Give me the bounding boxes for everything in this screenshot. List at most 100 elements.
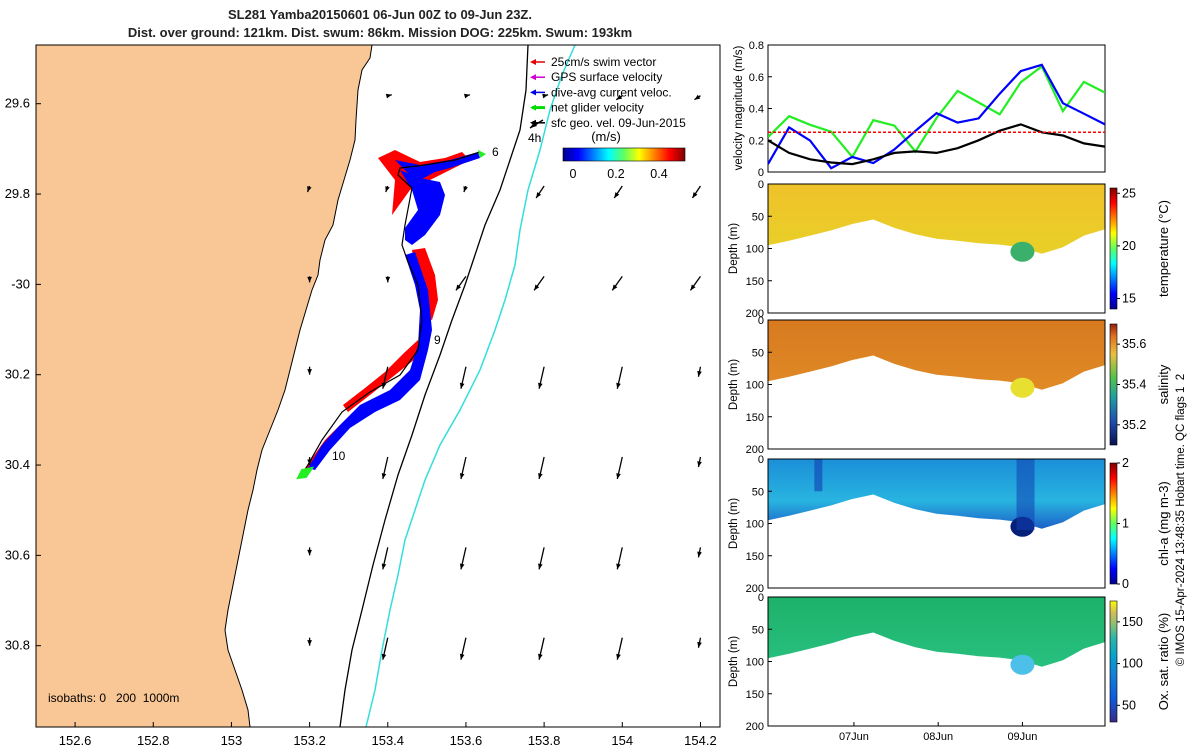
map-x-tick-label: 152.8 <box>137 733 170 748</box>
section-colorbar-tick-label: 20 <box>1122 239 1136 253</box>
geo-vector-head <box>307 640 312 646</box>
title-line-1: SL281 Yamba20150601 06-Jun 00Z to 09-Jun… <box>228 7 532 22</box>
section-ylabel: Depth (m) <box>728 498 740 549</box>
isobath-200 <box>339 45 529 727</box>
section-colorbar <box>1109 462 1118 585</box>
geo-vector-head <box>381 563 387 570</box>
section-y-tick-label: 100 <box>746 657 764 669</box>
geo-vector-head <box>307 276 312 283</box>
section-colorbar-tick-label: 0 <box>1122 577 1129 591</box>
map-x-tick-label: 153.4 <box>371 733 404 748</box>
map-y-tick-label: 30.6 <box>5 547 30 562</box>
section-ylabel: Depth (m) <box>728 223 740 274</box>
map-x-ticks: 152.6 152.8 153 153.2 153.4 153.6 153.8 154 154.… <box>59 722 717 748</box>
section-y-tick-label: 100 <box>746 244 764 256</box>
speed-colorbar-tick: 0.2 <box>607 167 624 181</box>
isobath-label: isobaths: 0 200 1000m <box>48 691 179 705</box>
legend-scale-arrow: 4h <box>528 119 544 145</box>
section-y-tick-label: 150 <box>746 689 764 701</box>
section-y-tick-label: 50 <box>752 486 764 498</box>
geo-vector-head <box>459 563 465 570</box>
section-colorbar-tick-label: 150 <box>1122 615 1143 629</box>
velocity-ylabel: velocity magnitude (m/s) <box>733 46 745 171</box>
speed-colorbar <box>562 147 686 162</box>
map-y-tick-label: 29.8 <box>5 186 30 201</box>
map-y-tick-label: 30.8 <box>5 638 30 653</box>
map-y-tick-label: -30 <box>11 276 30 291</box>
section-y-tick-label: 150 <box>746 276 764 288</box>
isobath-1000 <box>365 45 576 727</box>
speed-colorbar-tick: 0 <box>570 167 577 181</box>
section-y-tick-label: 100 <box>746 519 764 531</box>
section-y-tick-label: 50 <box>752 347 764 359</box>
velocity-lines <box>768 63 1105 170</box>
map-x-tick-label: 154.2 <box>684 733 717 748</box>
velocity-panel: 0 0.2 0.4 0.6 0.8 velocity magnitude (m/s) <box>733 40 1106 179</box>
speed-colorbar-tick: 0.4 <box>650 167 667 181</box>
day-label-10: 10 <box>332 449 346 463</box>
legend-swatch-head <box>530 104 536 111</box>
geo-velocity-vectors <box>306 93 702 660</box>
geo-vector-head <box>694 94 701 100</box>
geo-vector-head <box>697 461 702 468</box>
geo-vector-head <box>538 473 543 480</box>
geo-vector-head <box>536 192 542 199</box>
glider-track <box>296 150 486 480</box>
geo-vector-head <box>459 473 465 480</box>
section-field <box>768 184 1105 254</box>
section-y-tick-label: 0 <box>758 315 764 327</box>
legend-swatch-head <box>530 74 536 81</box>
section-colorbar-tick-label: 1 <box>1122 517 1129 531</box>
map-x-tick-label: 152.6 <box>59 733 92 748</box>
geo-vector-head <box>692 192 698 199</box>
velocity-y-ticks: 0 0.2 0.4 0.6 0.8 <box>749 40 772 179</box>
geo-vector-head <box>614 192 620 199</box>
geo-vector-head <box>459 653 465 660</box>
colorbar-unit: (m/s) <box>591 129 621 144</box>
section-field <box>768 597 1105 667</box>
map-x-tick-label: 153 <box>221 733 243 748</box>
section-y-tick-label: 150 <box>746 412 764 424</box>
section-y-tick-label: 200 <box>746 721 764 733</box>
section-y-tick-label: 150 <box>746 551 764 563</box>
legend-label: 25cm/s swim vector <box>551 55 656 69</box>
section-panel-salinity: 0 50 100 150 200 Depth (m) 35.2 35.4 35.6 salinit… <box>728 315 1171 456</box>
section-panel-chla: 0 50 100 150 200 Depth (m) 0 1 2 chl-a (mg m-3) <box>728 454 1171 595</box>
map-x-tick-label: 153.6 <box>450 733 483 748</box>
section-anomaly <box>1010 241 1035 262</box>
geo-vector-head <box>307 459 312 466</box>
geo-vector-head <box>307 369 312 375</box>
velocity-y-tick-label: 0.2 <box>749 135 764 147</box>
geo-vector-head <box>381 382 387 389</box>
velocity-y-tick-label: 0.8 <box>749 40 764 52</box>
section-colorbar-tick-label: 35.2 <box>1122 418 1146 432</box>
map-y-ticks: 29.6 29.8 -30 30.2 30.4 30.6 30.8 <box>5 96 41 653</box>
legend-scale-label: 4h <box>528 131 541 145</box>
section-colorbar-label: salinity <box>1156 364 1171 404</box>
geo-vector-head <box>616 473 621 480</box>
geo-vector-head <box>697 551 702 558</box>
geo-vector-head <box>455 284 462 291</box>
map-x-tick-label: 153.8 <box>528 733 561 748</box>
section-field <box>768 320 1105 390</box>
legend-swatch-head <box>530 59 536 65</box>
geo-vector-head <box>616 94 623 100</box>
section-colorbar-label: Ox. sat. ratio (%) <box>1156 613 1171 711</box>
velocity-series-line <box>768 64 1105 159</box>
geo-vector-head <box>612 284 618 291</box>
velocity-series-line <box>768 123 1105 166</box>
velocity-y-tick-label: 0.6 <box>749 72 764 84</box>
section-colorbar-tick-label: 15 <box>1122 291 1136 305</box>
geo-vector-head <box>385 93 392 99</box>
geo-vector-head <box>381 653 387 660</box>
section-colorbar-tick-label: 25 <box>1122 186 1136 200</box>
legend-swatch-head <box>530 89 536 96</box>
geo-vector-head <box>381 473 387 480</box>
section-x-tick-label: 08Jun <box>923 731 953 743</box>
section-panel-temperature: 0 50 100 150 200 Depth (m) 15 20 25 temperature (… <box>728 179 1171 320</box>
legend-label: net glider velocity <box>551 101 644 115</box>
geo-vector-head <box>538 563 543 570</box>
legend-label: dive-avg current veloc. <box>551 85 672 99</box>
